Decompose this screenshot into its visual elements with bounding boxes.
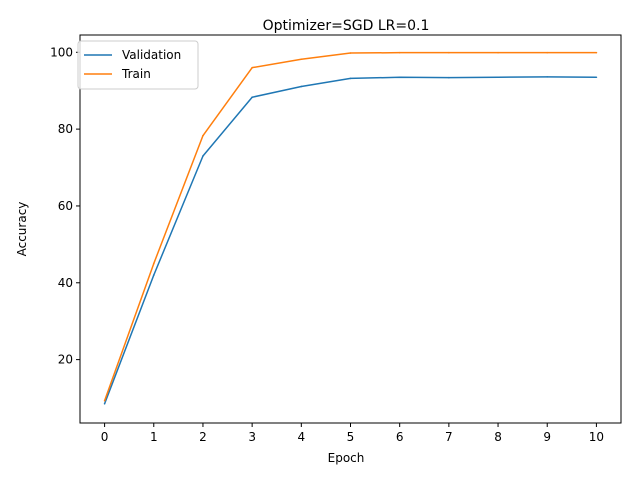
data-point — [103, 402, 106, 405]
data-point — [497, 76, 499, 79]
y-tick-label: 20 — [58, 353, 73, 367]
y-tick-label: 100 — [50, 45, 73, 59]
y-tick-label: 60 — [58, 199, 73, 213]
data-point — [448, 76, 450, 79]
data-point — [152, 262, 155, 265]
axes-frame — [79, 34, 622, 424]
data-point — [103, 399, 106, 402]
x-tick-label: 9 — [543, 430, 551, 444]
y-axis-label: Accuracy — [15, 202, 29, 257]
x-tick-label: 5 — [347, 430, 355, 444]
legend-label: Train — [121, 67, 151, 81]
ticks: 0 1 2 3 4 5 6 7 8 9 10 20 40 60 80 100 — [50, 45, 604, 444]
x-tick-label: 4 — [297, 430, 305, 444]
x-tick-label: 1 — [150, 430, 158, 444]
x-tick-label: 0 — [101, 430, 109, 444]
data-point — [595, 76, 598, 79]
data-point — [349, 77, 352, 80]
data-point — [300, 85, 303, 88]
data-point — [448, 51, 450, 54]
data-point — [349, 52, 352, 54]
data-point — [202, 134, 204, 137]
data-point — [546, 51, 549, 54]
data-point — [251, 96, 253, 99]
data-point — [251, 66, 253, 69]
axes — [79, 34, 622, 424]
x-tick-label: 2 — [199, 430, 207, 444]
x-tick-label: 7 — [445, 430, 453, 444]
series-line-train — [103, 51, 597, 401]
series-line-validation — [103, 76, 597, 405]
y-tick-label: 80 — [58, 122, 73, 136]
data-point — [398, 76, 401, 79]
legend-label: Validation — [122, 48, 181, 62]
data-point — [497, 51, 499, 54]
series-layer — [103, 51, 598, 405]
data-point — [202, 155, 204, 157]
data-point — [595, 51, 598, 54]
y-tick-label: 40 — [58, 276, 73, 290]
data-point — [546, 76, 549, 78]
chart-title: Optimizer=SGD LR=0.1 — [263, 18, 430, 34]
x-tick-label: 3 — [248, 430, 256, 444]
legend-box — [77, 40, 199, 90]
x-tick-label: 10 — [589, 430, 604, 444]
legend: Validation Train — [77, 40, 199, 90]
data-point — [300, 58, 303, 61]
x-tick-label: 6 — [396, 430, 404, 444]
x-tick-label: 8 — [494, 430, 502, 444]
data-point — [398, 51, 401, 54]
data-point — [152, 274, 155, 276]
x-axis-label: Epoch — [328, 451, 365, 465]
